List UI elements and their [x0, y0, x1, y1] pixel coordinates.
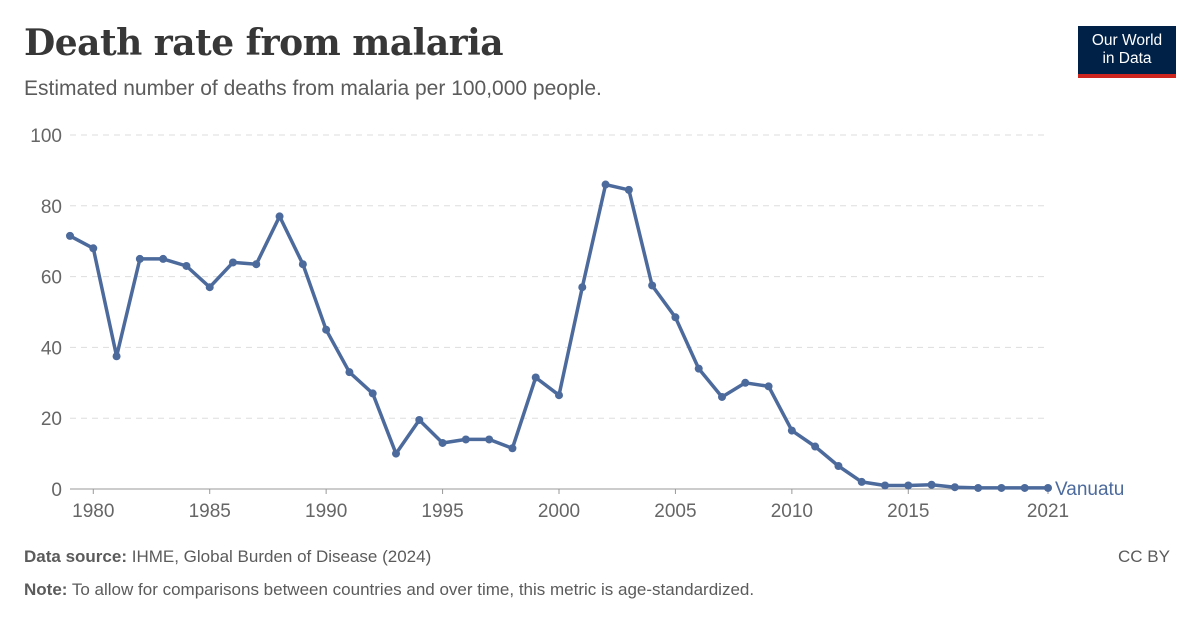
- x-axis: 1980 1985 1990 1995 2000 2005 2010 2015 2021: [70, 488, 1069, 522]
- y-tick-label: 0: [51, 480, 62, 501]
- x-tick-label: 2015: [887, 501, 929, 522]
- data-source-label: Data source:: [24, 547, 127, 566]
- data-source-text[interactable]: IHME, Global Burden of Disease (2024): [131, 547, 432, 566]
- data-point[interactable]: [601, 180, 610, 189]
- chart-note: Note: To allow for comparisons between c…: [24, 580, 754, 600]
- data-point[interactable]: [927, 480, 936, 489]
- series-label[interactable]: Vanuatu: [1055, 479, 1124, 500]
- data-point[interactable]: [112, 352, 121, 361]
- data-point[interactable]: [461, 435, 470, 444]
- data-point[interactable]: [997, 483, 1006, 492]
- data-point[interactable]: [881, 481, 889, 490]
- data-point[interactable]: [671, 313, 680, 322]
- data-point[interactable]: [1044, 483, 1052, 492]
- y-axis: 0 20 40 60 80 100: [30, 126, 62, 501]
- owid-logo[interactable]: Our World in Data: [1078, 26, 1176, 78]
- x-tick-label: 2021: [1027, 501, 1069, 522]
- data-point[interactable]: [182, 261, 191, 270]
- data-point[interactable]: [1020, 483, 1029, 492]
- logo-line-1: Our World: [1091, 32, 1163, 49]
- data-point[interactable]: [857, 477, 866, 486]
- note-label: Note:: [24, 580, 68, 599]
- data-point[interactable]: [555, 391, 563, 400]
- chart-subtitle: Estimated number of deaths from malaria …: [24, 77, 602, 100]
- series-line[interactable]: [68, 182, 1050, 490]
- data-point[interactable]: [578, 283, 587, 292]
- x-tick-label: 2005: [654, 501, 696, 522]
- x-tick-label: 1990: [305, 501, 347, 522]
- data-point[interactable]: [135, 254, 144, 263]
- data-point[interactable]: [392, 449, 400, 458]
- data-point[interactable]: [322, 325, 331, 334]
- data-point[interactable]: [787, 426, 796, 435]
- license-link[interactable]: CC BY: [1118, 547, 1170, 566]
- x-tick-label: 1980: [72, 501, 114, 522]
- chart-title: Death rate from malaria: [24, 22, 504, 64]
- data-point[interactable]: [485, 435, 494, 444]
- data-point[interactable]: [345, 368, 354, 377]
- data-point[interactable]: [508, 444, 517, 453]
- data-point[interactable]: [205, 283, 214, 292]
- data-point[interactable]: [298, 260, 307, 269]
- x-tick-label: 2010: [771, 501, 813, 522]
- data-point[interactable]: [694, 364, 703, 373]
- data-point[interactable]: [834, 461, 843, 470]
- data-point[interactable]: [415, 415, 424, 424]
- y-tick-label: 100: [30, 126, 62, 147]
- x-tick-label: 1995: [421, 501, 463, 522]
- data-point[interactable]: [764, 382, 773, 391]
- data-point[interactable]: [648, 281, 657, 290]
- y-tick-label: 40: [41, 338, 62, 359]
- logo-accent-bar: [1078, 74, 1176, 78]
- data-point[interactable]: [438, 438, 447, 447]
- data-point[interactable]: [275, 212, 284, 221]
- data-point[interactable]: [252, 260, 261, 269]
- data-point[interactable]: [811, 442, 820, 451]
- data-point[interactable]: [718, 392, 726, 401]
- data-source: Data source: IHME, Global Burden of Dise…: [24, 547, 431, 567]
- y-tick-label: 80: [41, 197, 62, 218]
- data-point[interactable]: [950, 483, 959, 492]
- data-point[interactable]: [531, 373, 540, 382]
- data-point[interactable]: [741, 378, 750, 387]
- data-point[interactable]: [368, 389, 377, 398]
- logo-line-2: in Data: [1102, 50, 1152, 67]
- x-tick-label: 1985: [189, 501, 231, 522]
- y-tick-label: 20: [41, 409, 62, 430]
- data-point[interactable]: [89, 244, 98, 253]
- data-point[interactable]: [66, 231, 74, 240]
- data-point[interactable]: [229, 258, 237, 267]
- series-layer: Vanuatu: [66, 180, 1124, 500]
- note-text: To allow for comparisons between countri…: [71, 580, 755, 599]
- x-tick-label: 2000: [538, 501, 580, 522]
- data-point[interactable]: [904, 481, 913, 490]
- y-tick-label: 60: [41, 268, 62, 289]
- data-point[interactable]: [624, 185, 633, 194]
- grid-lines: [70, 134, 1048, 419]
- data-point[interactable]: [159, 254, 168, 263]
- data-point[interactable]: [974, 483, 983, 492]
